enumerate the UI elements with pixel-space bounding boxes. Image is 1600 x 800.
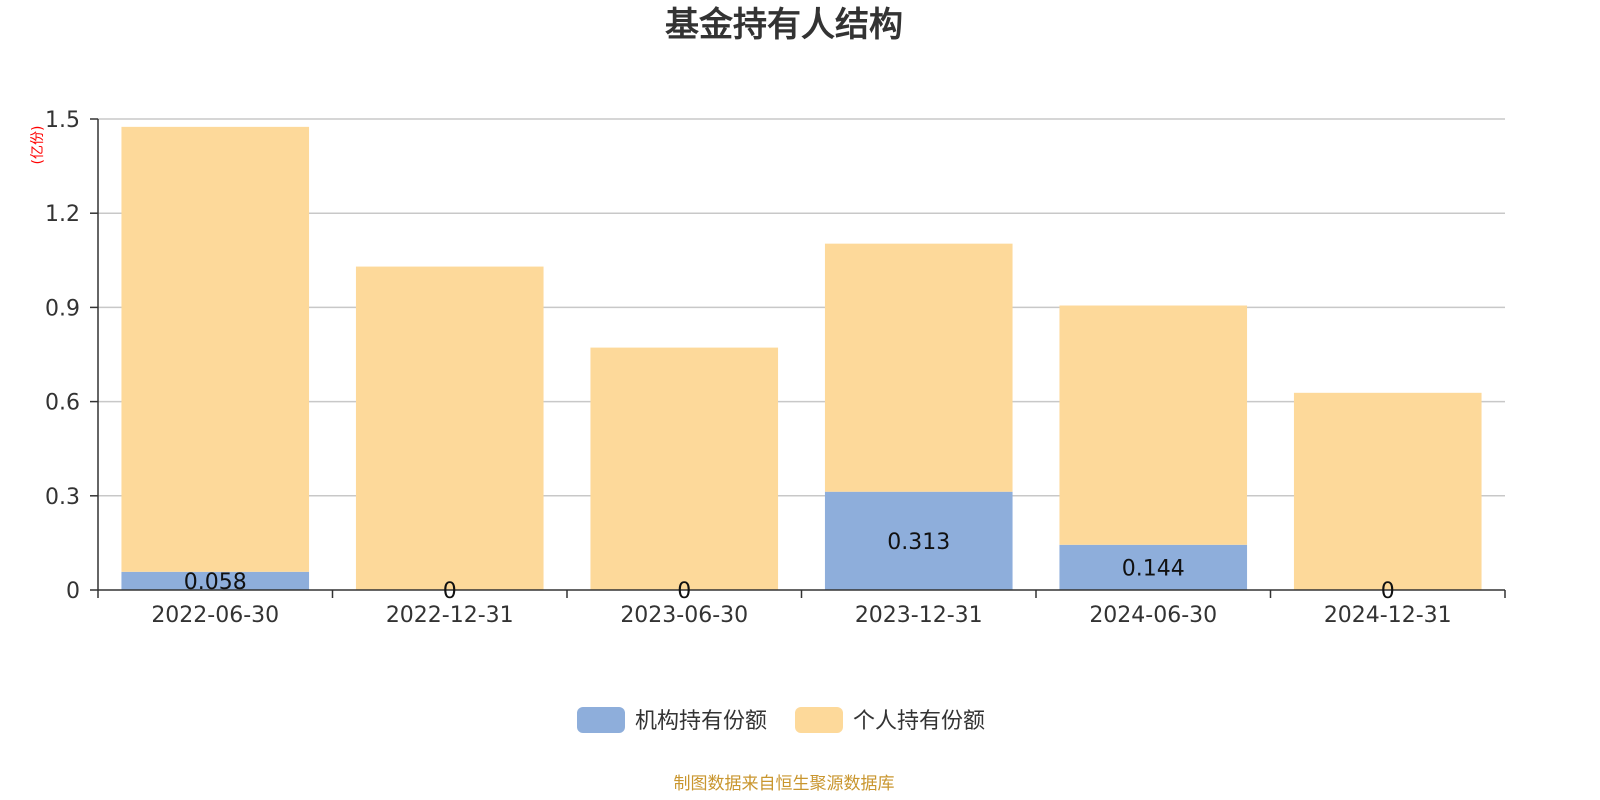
data-label: 0.144 [1122, 556, 1185, 581]
bars [121, 126, 1482, 590]
legend-swatch-institutional [577, 707, 625, 733]
y-tick-label: 0.3 [45, 485, 80, 510]
x-tick-label: 2023-12-31 [855, 603, 983, 628]
legend[interactable]: 机构持有份额 个人持有份额 [577, 707, 985, 734]
x-tick-label: 2023-06-30 [620, 603, 748, 628]
legend-label-institutional: 机构持有份额 [635, 709, 767, 734]
data-labels: 0.058 0 0 0.313 0.144 0 [184, 530, 1395, 604]
bar-institutional [121, 571, 310, 590]
x-tick-label: 2024-06-30 [1089, 603, 1217, 628]
x-tick-label: 2022-06-30 [151, 603, 279, 628]
x-tick-label: 2024-12-31 [1324, 603, 1452, 628]
bar-institutional [824, 491, 1013, 590]
data-label: 0 [677, 579, 691, 604]
bar-institutional [1059, 544, 1248, 590]
bar-individual [355, 266, 544, 590]
axes: 0 0.3 0.6 0.9 1.2 1.5 2022-06-30 2022-12-31 2023… [45, 108, 1506, 628]
x-tick-label: 2022-12-31 [386, 603, 514, 628]
bar-individual [590, 347, 779, 590]
y-tick-label: 0.9 [45, 296, 80, 321]
y-axis-unit-label: (亿份) [30, 126, 46, 165]
legend-swatch-individual [795, 707, 843, 733]
data-label: 0.058 [184, 570, 247, 595]
data-label: 0.313 [887, 530, 950, 555]
source-note: 制图数据来自恒生聚源数据库 [674, 774, 895, 794]
chart-title: 基金持有人结构 [665, 5, 903, 45]
y-tick-label: 1.5 [45, 108, 80, 133]
y-tick-label: 1.2 [45, 202, 80, 227]
data-label: 0 [443, 579, 457, 604]
y-tick-label: 0 [66, 579, 80, 604]
bar-individual [121, 126, 310, 572]
bar-individual [1059, 305, 1248, 545]
y-tick-label: 0.6 [45, 391, 80, 416]
legend-label-individual: 个人持有份额 [853, 709, 985, 734]
gridlines [98, 118, 1505, 497]
data-label: 0 [1381, 579, 1395, 604]
bar-individual [824, 243, 1013, 492]
bar-individual [1293, 392, 1482, 590]
